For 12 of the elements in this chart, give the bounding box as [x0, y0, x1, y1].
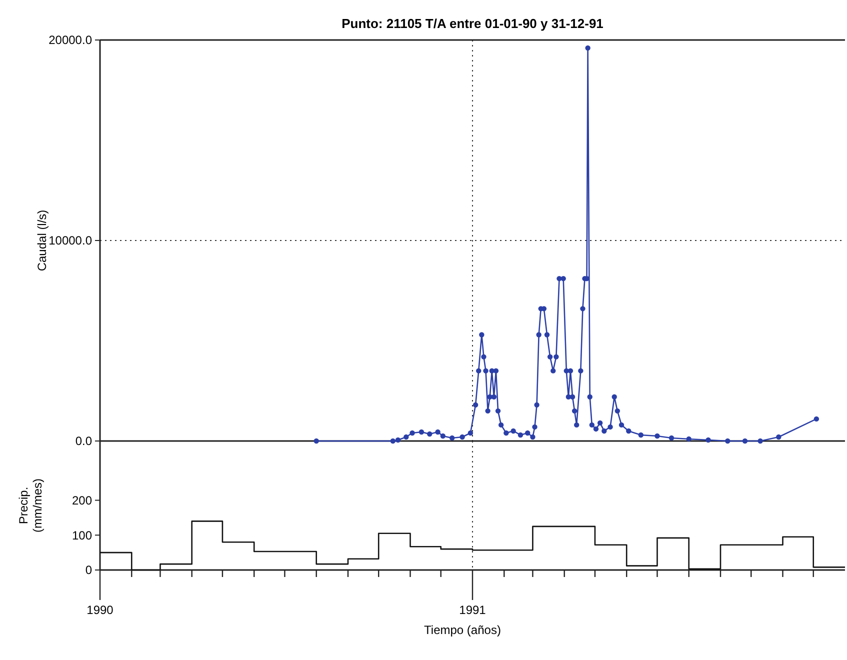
- y-axis-title: Caudal (l/s): [35, 210, 49, 272]
- x-tick-label: 1990: [86, 603, 114, 617]
- x-tick-label: 1991: [459, 603, 486, 617]
- y-tick-label: 200: [72, 493, 92, 508]
- y-tick-label: 10000.0: [48, 234, 92, 248]
- y-axis-title: Precip. (mm/mes): [16, 478, 44, 532]
- chart-title: Punto: 21105 T/A entre 01-01-90 y 31-12-91: [342, 16, 604, 31]
- y-tick-label: 0: [85, 563, 92, 578]
- y-tick-label: 20000.0: [48, 33, 92, 48]
- y-tick-label: 100: [72, 528, 92, 542]
- x-axis-title: Tiempo (años): [424, 623, 501, 637]
- y-tick-label: 0.0: [75, 434, 92, 448]
